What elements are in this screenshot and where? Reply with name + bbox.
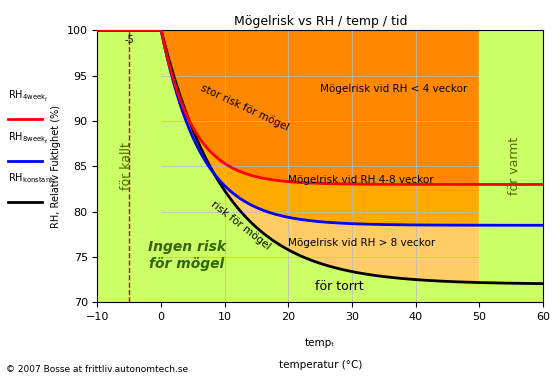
Text: RH$_{\mathregular{8week}_t}$: RH$_{\mathregular{8week}_t}$ <box>8 130 49 146</box>
Text: tempₜ: tempₜ <box>305 338 335 348</box>
Text: för torrt: för torrt <box>315 280 364 293</box>
Text: risk för mögel: risk för mögel <box>209 199 272 251</box>
Text: Mögelrisk vid RH 4-8 veckor: Mögelrisk vid RH 4-8 veckor <box>289 175 434 185</box>
Text: för kallt: för kallt <box>120 143 133 190</box>
Text: Mögelrisk vid RH < 4 veckor: Mögelrisk vid RH < 4 veckor <box>320 84 467 94</box>
Text: Ingen risk
för mögel: Ingen risk för mögel <box>148 240 226 271</box>
Bar <box>480 30 543 302</box>
Text: © 2007 Bosse at frittliv.autonomtech.se: © 2007 Bosse at frittliv.autonomtech.se <box>6 365 188 374</box>
Y-axis label: RH, Relativ Fuktighet (%): RH, Relativ Fuktighet (%) <box>51 105 61 228</box>
Text: RH$_{\mathregular{konstant}_t}$: RH$_{\mathregular{konstant}_t}$ <box>8 172 56 187</box>
Bar <box>97 30 161 302</box>
Title: Mögelrisk vs RH / temp / tid: Mögelrisk vs RH / temp / tid <box>233 15 407 28</box>
Text: för varmt: för varmt <box>508 137 521 195</box>
Text: -5: -5 <box>124 35 134 45</box>
Text: RH$_{\mathregular{4week}_t}$: RH$_{\mathregular{4week}_t}$ <box>8 89 49 104</box>
Text: Mögelrisk vid RH > 8 veckor: Mögelrisk vid RH > 8 veckor <box>289 239 436 248</box>
Text: stor risk för mögel: stor risk för mögel <box>199 82 291 132</box>
Text: temperatur (°C): temperatur (°C) <box>278 359 362 370</box>
